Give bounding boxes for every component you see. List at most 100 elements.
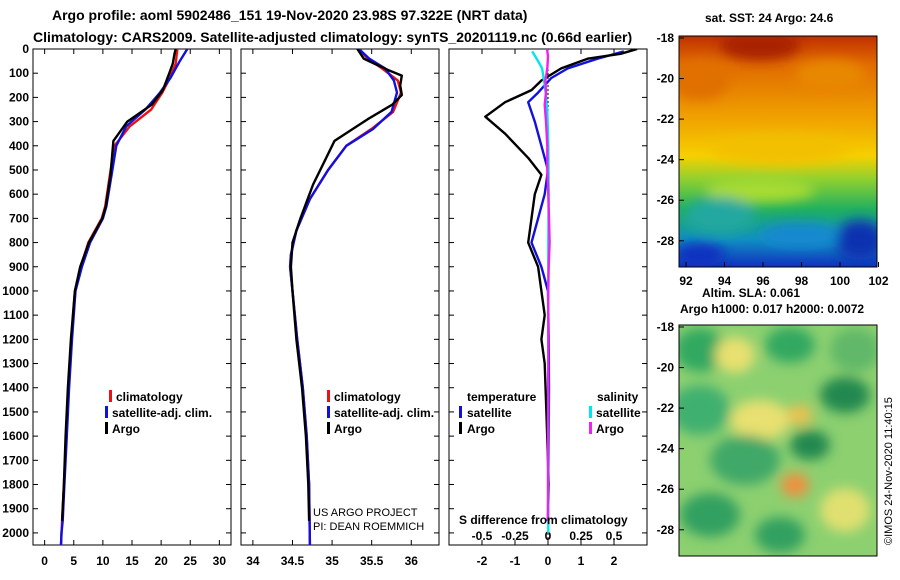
lat-tick-label: -20	[657, 72, 675, 86]
lat-tick-label: -24	[657, 442, 675, 456]
depth-tick-label: 1200	[2, 332, 29, 346]
sla-map-title-2: Argo h1000: 0.017 h2000: 0.0072	[680, 302, 864, 316]
series-line-argo	[60, 49, 177, 521]
x-tick-label: 30	[213, 554, 227, 568]
depth-tick-label: 1600	[2, 429, 29, 443]
depth-tick-label: 300	[9, 115, 29, 129]
lat-tick-label: -26	[657, 482, 675, 496]
legend-swatch-temp-argo	[459, 422, 462, 434]
x-tick-label: -2	[477, 554, 488, 568]
lon-tick-label: 92	[679, 274, 693, 288]
s-diff-tick-label: -0.5	[472, 529, 493, 543]
imos-watermark: ©IMOS 24-Nov-2020 11:40:15	[883, 397, 895, 545]
depth-tick-label: 500	[9, 163, 29, 177]
panel-frame	[240, 48, 440, 546]
temperature-profile-panel: 0 5 10 15 20 25 30	[32, 48, 232, 568]
x-tick-label: 1	[578, 554, 585, 568]
depth-tick-label: 600	[9, 187, 29, 201]
lat-tick-label: -22	[657, 112, 675, 126]
x-tick-label: 35	[325, 554, 339, 568]
x-tick-label: 36	[405, 554, 419, 568]
sst-map-title: sat. SST: 24 Argo: 24.6	[705, 11, 834, 25]
depth-tick-label: 100	[9, 66, 29, 80]
legend-swatch-argo	[327, 422, 330, 434]
sla-lat-axis: -18 -20 -22 -24 -26 -28	[657, 320, 684, 537]
lat-tick-label: -18	[657, 31, 675, 45]
x-tick-label: 34.5	[281, 554, 305, 568]
sst-map-image	[679, 36, 877, 267]
difference-legend: temperature salinity satellite Argo sate…	[459, 390, 641, 527]
legend-swatch-sal-argo	[589, 422, 592, 434]
legend-label-climatology: climatology	[116, 390, 183, 404]
x-tick-label: 10	[96, 554, 110, 568]
series-line-salinity-argo	[543, 49, 551, 521]
depth-tick-label: 1800	[2, 478, 29, 492]
legend-title-salinity: salinity	[597, 390, 639, 404]
credit-line-2: PI: DEAN ROEMMICH	[313, 521, 424, 533]
x-tick-label: 15	[125, 554, 139, 568]
legend-label-satellite-adj: satellite-adj. clim.	[112, 406, 212, 420]
sla-map-title-1: Altim. SLA: 0.061	[702, 286, 800, 300]
legend-swatch-climatology	[327, 390, 330, 402]
lat-tick-label: -22	[657, 401, 675, 415]
depth-tick-label: 1000	[2, 284, 29, 298]
s-difference-label: S difference from climatology	[459, 513, 628, 527]
difference-profile-panel: -2 -1 0 1 2 -0.5 -0.25 0 0.25 0.5	[448, 48, 648, 568]
series-line-argo	[289, 49, 403, 521]
legend-label-climatology: climatology	[334, 390, 401, 404]
depth-tick-label: 200	[9, 90, 29, 104]
temperature-legend: climatology satellite-adj. clim. Argo	[105, 390, 212, 436]
depth-axis: 0 100 200 300 400 500 600 700 800 900 1000 1100 1200…	[2, 42, 29, 540]
lon-tick-label: 96	[756, 274, 770, 288]
legend-swatch-argo	[105, 422, 108, 434]
lat-tick-label: -18	[657, 320, 675, 334]
x-tick-label: 5	[70, 554, 77, 568]
legend-label-sal-argo: Argo	[596, 422, 624, 436]
legend-label-argo: Argo	[112, 422, 140, 436]
header-line-1: Argo profile: aoml 5902486_151 19-Nov-20…	[52, 7, 527, 23]
legend-label-satellite-adj: satellite-adj. clim.	[334, 406, 434, 420]
legend-label-temp-satellite: satellite	[467, 406, 512, 420]
sst-lon-axis: 92 94 96 98 100 102	[679, 262, 889, 288]
depth-tick-label: 1900	[2, 502, 29, 516]
sst-lat-axis: -18 -20 -22 -24 -26 -28	[657, 31, 684, 248]
lon-tick-label: 102	[868, 274, 888, 288]
s-diff-tick-label: 0.5	[606, 529, 623, 543]
salinity-profile-panel: 34 34.5 35 35.5 36	[240, 48, 440, 568]
header-line-2: Climatology: CARS2009. Satellite-adjuste…	[33, 29, 632, 45]
depth-tick-label: 400	[9, 139, 29, 153]
lat-tick-label: -28	[657, 234, 675, 248]
legend-swatch-satellite-adj	[327, 406, 330, 418]
depth-tick-label: 1700	[2, 453, 29, 467]
depth-tick-label: 1100	[3, 308, 29, 322]
sst-map: sat. SST: 24 Argo: 24.6 -18-20-22-24-26-…	[657, 11, 889, 288]
s-diff-tick-label: -0.25	[501, 529, 529, 543]
lon-tick-label: 100	[830, 274, 850, 288]
lat-tick-label: -24	[657, 153, 675, 167]
x-tick-label: 2	[611, 554, 618, 568]
depth-tick-label: 1400	[2, 381, 29, 395]
sla-map-image	[679, 325, 877, 556]
legend-label-sal-satellite: satellite	[596, 406, 641, 420]
legend-label-temp-argo: Argo	[467, 422, 495, 436]
s-diff-tick-label: 0.25	[569, 529, 593, 543]
depth-tick-label: 1300	[2, 357, 29, 371]
legend-title-temperature: temperature	[467, 390, 537, 404]
lon-tick-label: 98	[795, 274, 809, 288]
s-diff-tick-label: 0	[545, 529, 552, 543]
sla-map: Altim. SLA: 0.061 Argo h1000: 0.017 h200…	[657, 286, 878, 557]
series-line-temperature-argo	[484, 49, 638, 521]
legend-swatch-satellite-adj	[105, 406, 108, 418]
lon-tick-label: 94	[718, 274, 732, 288]
salinity-legend: climatology satellite-adj. clim. Argo US…	[313, 390, 434, 533]
legend-swatch-sal-satellite	[589, 406, 592, 418]
lat-tick-label: -20	[657, 361, 675, 375]
lat-tick-label: -28	[657, 523, 675, 537]
depth-tick-label: 800	[9, 236, 29, 250]
x-tick-label: 0	[545, 554, 552, 568]
x-tick-label: 34	[246, 554, 260, 568]
x-tick-label: 25	[184, 554, 198, 568]
depth-tick-label: 1500	[2, 405, 29, 419]
depth-tick-label: 2000	[2, 526, 29, 540]
depth-tick-label: 700	[9, 211, 29, 225]
